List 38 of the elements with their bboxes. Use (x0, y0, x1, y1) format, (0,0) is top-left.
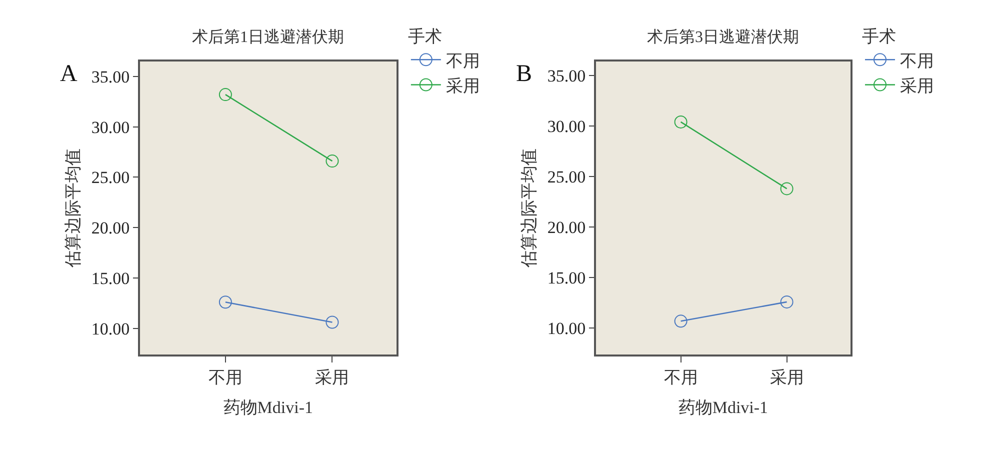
point (780, 295, 794, 308)
y-tick-label: 15.00 (547, 268, 586, 288)
y-tick-label: 35.00 (91, 67, 130, 86)
y-tick-label: 10.00 (547, 319, 586, 338)
x-axis-title: 药物Mdivi-1 (223, 398, 314, 417)
x-tick-label: 不用 (664, 368, 698, 387)
y-tick-label: 10.00 (91, 319, 130, 338)
text: B (516, 61, 532, 87)
y-tick-label: 30.00 (547, 116, 586, 136)
point (218, 296, 232, 309)
point (674, 314, 688, 328)
y-axis-title: 估算边际平均值 (63, 148, 82, 268)
x-tick-label: 不用 (208, 368, 242, 387)
text: A (60, 61, 78, 87)
legend-label: 采用 (446, 76, 480, 96)
chart-title: 术后第1日逃避潜伏期 (192, 28, 344, 46)
y-tick-label: 35.00 (547, 66, 586, 86)
point (780, 182, 794, 196)
chart-title: 术后第3日逃避潜伏期 (647, 28, 799, 46)
x-tick-label: 采用 (770, 368, 804, 387)
legend-title: 手术 (862, 27, 896, 46)
legend-title: 手术 (408, 27, 442, 46)
legend-label: 采用 (900, 76, 934, 96)
y-tick-label: 20.00 (547, 218, 586, 238)
y-tick-label: 25.00 (91, 168, 130, 188)
point (326, 316, 339, 329)
point (326, 154, 339, 168)
y-axis-title: 估算边际平均值 (519, 148, 538, 268)
point (218, 88, 232, 102)
legend-label: 不用 (446, 51, 480, 70)
point (674, 115, 688, 128)
x-axis-title: 药物Mdivi-1 (678, 398, 768, 417)
y-tick-label: 30.00 (91, 118, 130, 137)
y-tick-label: 25.00 (547, 168, 586, 187)
y-tick-label: 15.00 (91, 268, 130, 288)
y-tick-label: 20.00 (91, 218, 130, 238)
x-tick-label: 采用 (315, 368, 350, 387)
legend-label: 不用 (900, 51, 934, 70)
